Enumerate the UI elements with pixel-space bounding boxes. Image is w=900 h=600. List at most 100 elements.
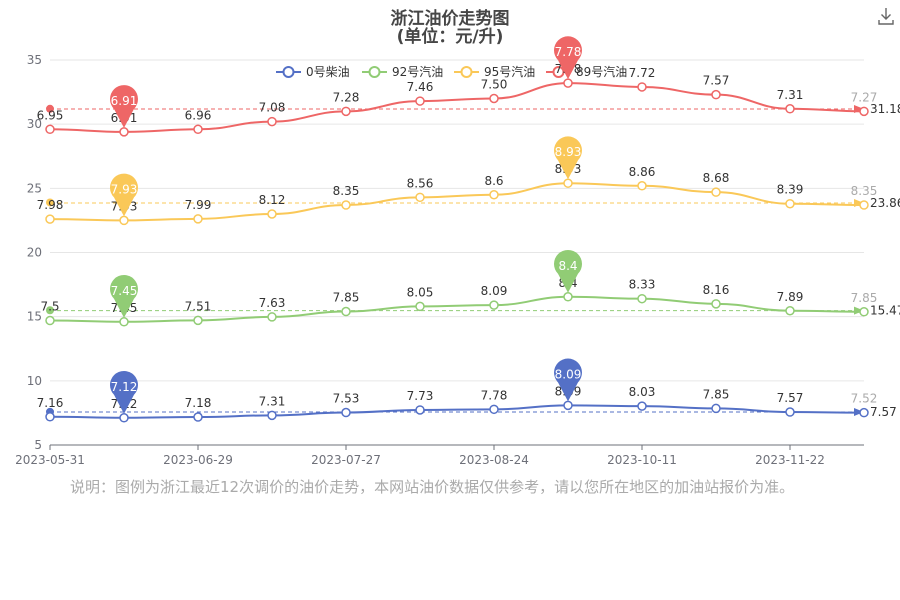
marker-pin-shape <box>110 173 138 217</box>
data-label: 7.08 <box>259 101 286 115</box>
data-label: 8.33 <box>629 278 656 292</box>
legend-item[interactable]: 92号汽油 <box>362 64 443 79</box>
x-tick-label: 2023-05-31 <box>15 453 85 467</box>
data-label: 7.99 <box>185 198 212 212</box>
data-label: 8.86 <box>629 165 656 179</box>
data-label: 7.98 <box>37 198 64 212</box>
legend-item[interactable]: 89号汽油 <box>546 64 627 79</box>
data-label: 8.12 <box>259 193 286 207</box>
average-label: 31.18 <box>870 102 900 116</box>
data-point <box>193 315 203 326</box>
start-mark <box>46 198 54 207</box>
y-tick-label: 5 <box>34 438 42 452</box>
legend-item[interactable]: 0号柴油 <box>276 65 350 79</box>
data-label: 7.85 <box>851 291 878 305</box>
data-label: 7.57 <box>777 391 804 405</box>
marker-pin-label: 6.91 <box>111 94 138 108</box>
y-tick-label: 15 <box>27 310 42 324</box>
max-marker: 8.09 <box>554 358 582 402</box>
data-label: 7.5 <box>40 300 59 314</box>
data-label: 8.39 <box>777 183 804 197</box>
data-point <box>489 93 499 104</box>
data-label: 7.73 <box>407 389 434 403</box>
legend-label: 92号汽油 <box>392 64 443 79</box>
data-label: 7.85 <box>703 387 730 401</box>
data-point <box>711 403 721 414</box>
legend-marker <box>460 66 473 78</box>
data-label: 8.05 <box>407 285 434 299</box>
data-point <box>119 215 129 226</box>
data-point <box>341 106 351 117</box>
data-label: 7.63 <box>259 296 286 310</box>
data-point <box>859 106 869 117</box>
data-point <box>45 124 55 135</box>
data-label: 7.89 <box>777 290 804 304</box>
average-label: 15.47 <box>870 304 900 318</box>
start-mark <box>46 104 54 113</box>
chart-subtitle: (单位：元/升) <box>396 27 504 47</box>
marker-pin-label: 8.4 <box>558 259 577 273</box>
data-point <box>637 181 647 191</box>
data-point <box>489 404 499 415</box>
data-point <box>45 214 55 224</box>
min-marker: 7.12 <box>110 370 138 414</box>
x-tick-label: 2023-06-29 <box>163 453 233 467</box>
data-label: 7.18 <box>185 396 212 410</box>
series-3: 23.867.987.937.998.128.358.568.68.938.86… <box>37 162 900 226</box>
data-point <box>859 307 869 317</box>
legend-marker <box>552 66 565 78</box>
data-point <box>711 187 721 197</box>
data-point <box>637 401 647 411</box>
legend-label: 95号汽油 <box>484 64 535 79</box>
data-label: 7.51 <box>185 299 212 313</box>
min-marker: 6.91 <box>110 85 138 128</box>
series-line <box>49 182 865 222</box>
marker-pin-shape <box>554 136 582 180</box>
series-4: 31.186.956.916.967.087.287.467.507.787.7… <box>37 62 900 137</box>
marker-pin-shape <box>110 275 138 318</box>
data-point <box>711 89 721 100</box>
data-point <box>193 124 203 135</box>
data-label: 7.72 <box>629 66 656 80</box>
data-label: 8.09 <box>481 284 508 298</box>
data-point <box>415 405 425 415</box>
x-tick-label: 2023-07-27 <box>311 453 381 467</box>
data-point <box>785 198 795 209</box>
data-label: 8.6 <box>484 174 503 188</box>
x-tick-label: 2023-10-11 <box>607 453 677 467</box>
data-point <box>489 300 499 310</box>
data-point <box>267 312 277 322</box>
data-label: 6.95 <box>37 108 64 122</box>
data-point <box>45 315 55 326</box>
data-point <box>859 200 869 210</box>
series-1: 7.577.167.127.187.317.537.737.788.098.03… <box>37 384 897 423</box>
data-point <box>341 407 351 418</box>
max-marker: 7.78 <box>554 36 582 80</box>
data-label: 8.03 <box>629 385 656 399</box>
min-marker: 7.93 <box>110 173 138 217</box>
marker-pin-label: 7.12 <box>111 380 138 394</box>
data-point <box>637 293 647 304</box>
legend-marker <box>368 66 381 78</box>
legend-label: 0号柴油 <box>306 65 350 79</box>
data-label: 7.85 <box>333 291 360 305</box>
series-2: 15.477.57.457.517.637.858.058.098.48.338… <box>40 276 900 327</box>
data-point <box>415 96 425 106</box>
data-point <box>711 299 721 309</box>
data-point <box>637 82 647 92</box>
chart-note: 说明：图例为浙江最近12次调价的油价走势，本网站油价数据仅供参考，请以您所在地区… <box>70 478 795 496</box>
data-point <box>341 306 351 317</box>
download-icon[interactable] <box>876 6 896 26</box>
data-label: 7.27 <box>851 90 878 104</box>
marker-pin-shape <box>554 36 582 80</box>
legend-item[interactable]: 95号汽油 <box>454 64 535 79</box>
data-point <box>193 412 203 422</box>
data-point <box>193 214 203 224</box>
data-label: 7.53 <box>333 392 360 406</box>
data-label: 7.31 <box>259 394 286 408</box>
data-point <box>489 190 499 200</box>
data-label: 8.56 <box>407 176 434 190</box>
y-tick-label: 35 <box>27 53 42 67</box>
max-marker: 8.4 <box>554 249 582 293</box>
marker-pin-label: 8.09 <box>555 367 582 381</box>
